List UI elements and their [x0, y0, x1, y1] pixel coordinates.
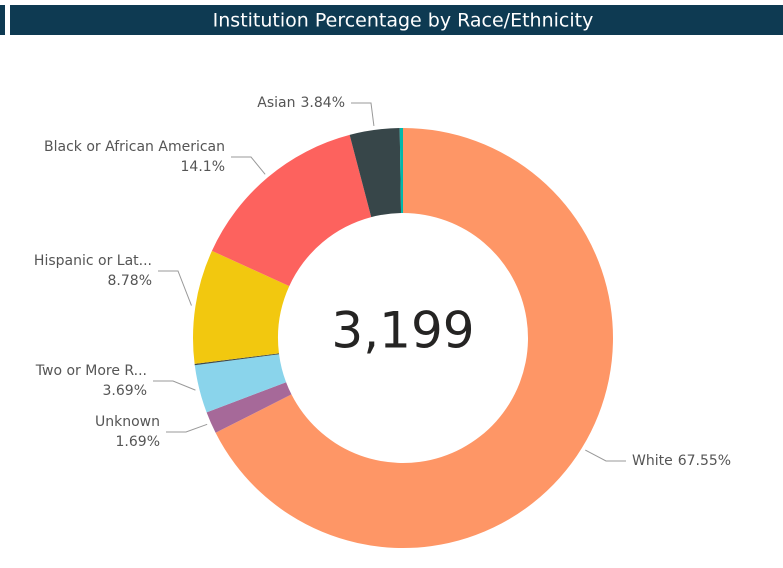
donut-slice	[194, 353, 280, 366]
chart-title: Institution Percentage by Race/Ethnicity	[213, 10, 594, 32]
donut-slice	[206, 382, 292, 433]
category-label: Hispanic or Lat...	[34, 253, 152, 269]
header-bar	[10, 5, 783, 35]
category-label: Two or More R...	[35, 363, 147, 379]
leader-line	[153, 380, 196, 391]
data-label: Asian 3.84%	[257, 95, 345, 111]
value-label: 8.78%	[108, 273, 152, 289]
leader-line	[351, 102, 375, 127]
category-label: Unknown	[95, 414, 160, 430]
header-accent	[0, 5, 5, 35]
value-label: 3.69%	[103, 383, 147, 399]
leader-line	[166, 423, 208, 433]
leader-line	[585, 449, 626, 462]
value-label: 1.69%	[116, 434, 160, 450]
leader-line	[231, 156, 266, 175]
donut-slice	[194, 354, 287, 413]
donut-slice	[193, 250, 290, 364]
donut-slice	[399, 128, 403, 214]
donut-slice	[349, 128, 402, 218]
value-label: 14.1%	[181, 159, 225, 175]
leader-line	[158, 270, 192, 306]
category-label: Black or African American	[44, 139, 225, 155]
value-label: 67.55%	[678, 453, 731, 469]
category-label: Asian	[257, 95, 295, 111]
value-label: 3.84%	[301, 95, 345, 111]
donut-slice	[211, 134, 372, 287]
category-label: White	[632, 453, 673, 469]
donut-slice	[215, 128, 614, 548]
data-label: White 67.55%	[632, 453, 731, 469]
center-label: 3,199	[331, 302, 474, 360]
